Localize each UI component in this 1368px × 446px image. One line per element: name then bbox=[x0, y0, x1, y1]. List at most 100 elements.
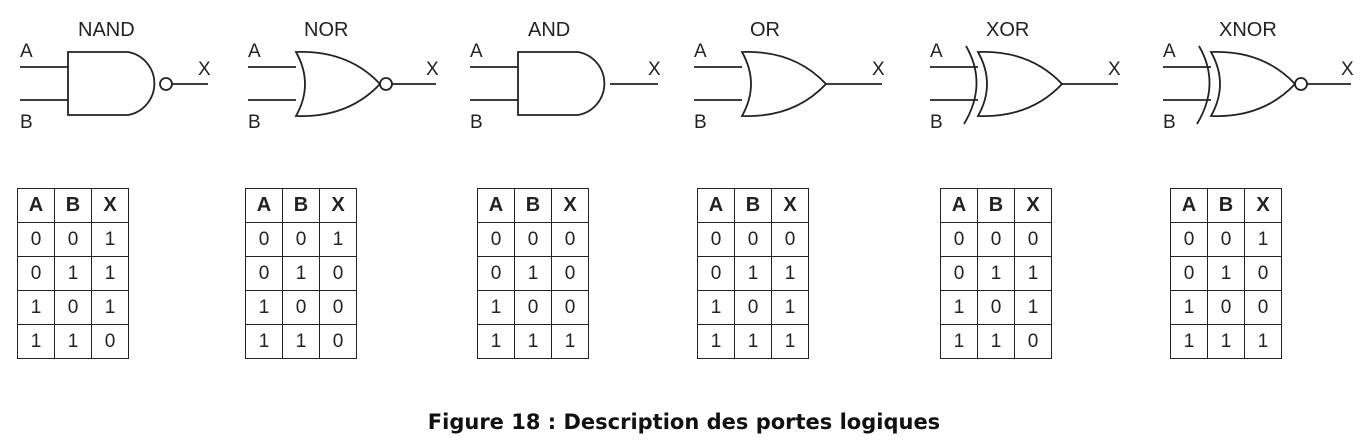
input-a-label: A bbox=[930, 41, 943, 62]
table-cell: 1 bbox=[514, 324, 552, 359]
input-b-label: B bbox=[248, 112, 261, 133]
inverter-bubble bbox=[1294, 77, 1308, 91]
header-b: B bbox=[734, 188, 772, 223]
output-x-label: X bbox=[426, 59, 439, 80]
gate-nor: NOR A B X A B X 0 0 1 0 1 0 1 0 0 1 1 0 bbox=[245, 0, 476, 390]
table-cell: 0 bbox=[245, 222, 283, 257]
table-cell: 0 bbox=[514, 290, 552, 325]
table-cell: 0 bbox=[245, 256, 283, 291]
table-cell: 1 bbox=[977, 324, 1015, 359]
table-cell: 0 bbox=[551, 222, 589, 257]
table-cell: 1 bbox=[940, 324, 978, 359]
table-cell: 0 bbox=[1207, 222, 1245, 257]
table-cell: 1 bbox=[1014, 290, 1052, 325]
header-b: B bbox=[977, 188, 1015, 223]
output-x-label: X bbox=[198, 59, 211, 80]
table-cell: 0 bbox=[1244, 256, 1282, 291]
table-cell: 1 bbox=[91, 256, 129, 291]
table-cell: 1 bbox=[1014, 256, 1052, 291]
table-cell: 1 bbox=[477, 290, 515, 325]
gate-name: NOR bbox=[304, 19, 348, 41]
table-cell: 0 bbox=[697, 256, 735, 291]
gate-name: XNOR bbox=[1219, 19, 1277, 41]
output-x-label: X bbox=[872, 59, 885, 80]
table-cell: 1 bbox=[977, 256, 1015, 291]
table-cell: 0 bbox=[477, 256, 515, 291]
table-cell: 0 bbox=[940, 222, 978, 257]
table-cell: 0 bbox=[17, 256, 55, 291]
header-a: A bbox=[245, 188, 283, 223]
header-x: X bbox=[319, 188, 357, 223]
table-cell: 0 bbox=[54, 290, 92, 325]
xnor-gate-symbol: XNOR A B X bbox=[1163, 19, 1354, 133]
gate-name: NAND bbox=[78, 19, 135, 41]
table-cell: 0 bbox=[91, 324, 129, 359]
table-cell: 0 bbox=[319, 256, 357, 291]
input-b-label: B bbox=[1163, 112, 1176, 133]
input-b-label: B bbox=[470, 112, 483, 133]
table-cell: 1 bbox=[245, 324, 283, 359]
gate-name: XOR bbox=[986, 19, 1029, 41]
table-cell: 1 bbox=[1170, 290, 1208, 325]
output-x-label: X bbox=[648, 59, 661, 80]
table-cell: 0 bbox=[1170, 256, 1208, 291]
table-cell: 1 bbox=[54, 256, 92, 291]
header-x: X bbox=[551, 188, 589, 223]
table-cell: 0 bbox=[551, 290, 589, 325]
table-cell: 1 bbox=[282, 324, 320, 359]
gate-and: AND A B X A B X 0 0 0 0 1 0 1 0 0 1 1 1 bbox=[470, 0, 698, 390]
table-cell: 1 bbox=[771, 324, 809, 359]
table-cell: 1 bbox=[514, 256, 552, 291]
input-a-label: A bbox=[1163, 41, 1176, 62]
table-cell: 0 bbox=[319, 324, 357, 359]
header-a: A bbox=[940, 188, 978, 223]
table-cell: 0 bbox=[1244, 290, 1282, 325]
gate-name: OR bbox=[750, 19, 780, 41]
table-cell: 0 bbox=[940, 256, 978, 291]
table-cell: 1 bbox=[1244, 324, 1282, 359]
table-cell: 1 bbox=[734, 256, 772, 291]
gate-nand: NAND A B X A B X 0 0 1 0 1 1 1 0 1 1 1 0 bbox=[17, 0, 248, 390]
header-b: B bbox=[282, 188, 320, 223]
header-x: X bbox=[1244, 188, 1282, 223]
output-x-label: X bbox=[1341, 59, 1354, 80]
header-a: A bbox=[697, 188, 735, 223]
table-cell: 0 bbox=[1207, 290, 1245, 325]
table-cell: 0 bbox=[282, 290, 320, 325]
table-cell: 0 bbox=[1170, 222, 1208, 257]
table-cell: 0 bbox=[771, 222, 809, 257]
input-a-label: A bbox=[248, 41, 261, 62]
and-gate-symbol: AND A B X bbox=[470, 19, 661, 133]
gate-or: OR A B X A B X 0 0 0 0 1 1 1 0 1 1 1 1 bbox=[694, 0, 922, 390]
table-cell: 1 bbox=[477, 324, 515, 359]
gate-xor: XOR A B X A B X 0 0 0 0 1 1 1 0 1 1 1 0 bbox=[930, 0, 1158, 390]
table-cell: 1 bbox=[1170, 324, 1208, 359]
table-cell: 1 bbox=[1244, 222, 1282, 257]
table-cell: 1 bbox=[771, 256, 809, 291]
header-x: X bbox=[1014, 188, 1052, 223]
input-b-label: B bbox=[20, 112, 33, 133]
table-cell: 0 bbox=[1014, 324, 1052, 359]
